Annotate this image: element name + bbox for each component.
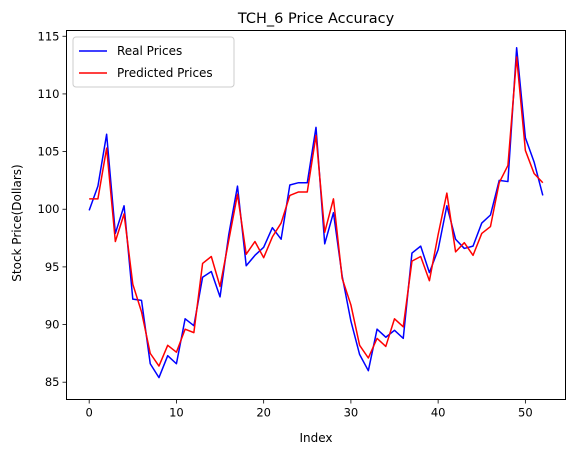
plot-area — [88, 47, 544, 379]
legend: Real Prices Predicted Prices — [72, 36, 235, 88]
x-tick-label: 40 — [431, 406, 446, 420]
y-tick-label: 85 — [45, 375, 60, 389]
x-tick-label: 10 — [169, 406, 184, 420]
y-tick-label: 115 — [38, 29, 60, 43]
legend-label: Predicted Prices — [117, 66, 213, 80]
chart-title: TCH_6 Price Accuracy — [237, 11, 395, 27]
axis-ticks: 0 10 20 30 40 50 85 90 95 100 105 110 115 — [38, 29, 533, 419]
x-axis-label: Index — [299, 431, 332, 445]
x-tick-label: 30 — [344, 406, 359, 420]
y-tick-label: 105 — [38, 145, 60, 159]
x-tick-label: 20 — [256, 406, 271, 420]
x-tick-label: 0 — [86, 406, 93, 420]
series-line-real-prices — [88, 47, 544, 379]
y-tick-label: 100 — [38, 202, 60, 216]
legend-box — [72, 36, 235, 88]
x-tick-label: 50 — [518, 406, 533, 420]
series-line-predicted-prices — [89, 56, 544, 367]
y-tick-label: 95 — [45, 260, 60, 274]
axes-frame — [66, 30, 566, 400]
y-axis-label: Stock Price(Dollars) — [10, 164, 24, 281]
legend-label: Real Prices — [117, 44, 182, 58]
y-tick-label: 90 — [45, 318, 60, 332]
y-tick-label: 110 — [38, 87, 60, 101]
